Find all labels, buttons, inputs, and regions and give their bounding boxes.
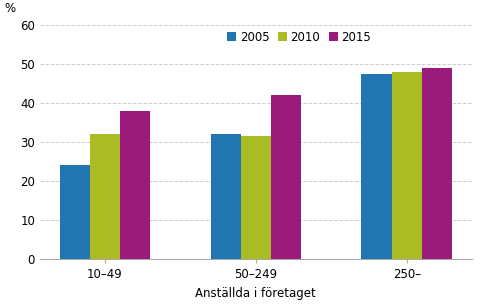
Bar: [361, 74, 392, 259]
Bar: [240, 136, 271, 259]
Bar: [392, 72, 422, 259]
Bar: [60, 165, 90, 259]
Bar: [211, 134, 240, 259]
Legend: 2005, 2010, 2015: 2005, 2010, 2015: [227, 31, 371, 44]
Y-axis label: %: %: [4, 2, 15, 15]
X-axis label: Anställda i företaget: Anställda i företaget: [195, 287, 316, 300]
Bar: [120, 111, 150, 259]
Bar: [90, 134, 120, 259]
Bar: [271, 95, 301, 259]
Bar: [422, 68, 452, 259]
